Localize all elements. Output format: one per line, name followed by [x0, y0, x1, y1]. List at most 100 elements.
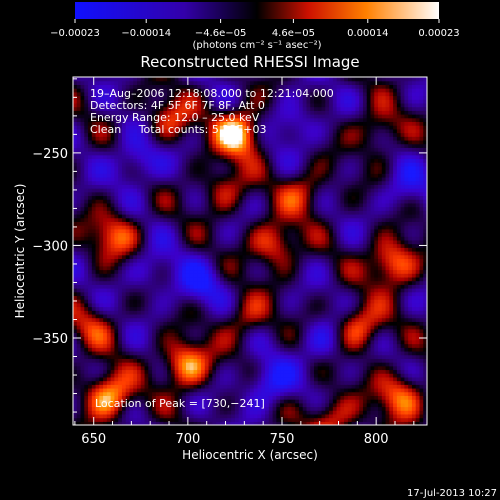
heatmap-cell	[201, 147, 206, 152]
heatmap-cell	[137, 202, 142, 208]
heatmap-cell	[227, 191, 232, 197]
heatmap-cell	[140, 165, 146, 171]
heatmap-cell	[140, 110, 146, 115]
heatmap-cell	[95, 362, 100, 367]
heatmap-cell	[95, 284, 100, 289]
heatmap-cell	[80, 162, 85, 167]
heatmap-cell	[216, 325, 221, 330]
heatmap-cell	[257, 243, 262, 248]
heatmap-cell	[114, 387, 119, 393]
heatmap-cell	[178, 328, 183, 334]
heatmap-cell	[265, 291, 270, 297]
heatmap-cell	[246, 310, 251, 315]
heatmap-cell	[88, 228, 93, 234]
heatmap-cell	[227, 77, 232, 82]
heatmap-cell	[216, 354, 221, 359]
heatmap-cell	[99, 154, 104, 160]
heatmap-cell	[265, 328, 270, 334]
heatmap-cell	[155, 402, 161, 408]
heatmap-cell	[148, 395, 153, 400]
heatmap-cell	[148, 325, 153, 330]
heatmap-cell	[140, 128, 146, 134]
heatmap-cell	[114, 239, 119, 245]
heatmap-cell	[114, 402, 119, 408]
heatmap-cell	[212, 251, 217, 256]
heatmap-cell	[114, 228, 119, 234]
heatmap-cell	[246, 321, 251, 326]
heatmap-cell	[238, 325, 244, 330]
heatmap-cell	[268, 225, 274, 230]
heatmap-cell	[73, 265, 78, 271]
heatmap-cell	[234, 143, 240, 148]
heatmap-cell	[84, 191, 89, 197]
heatmap-cell	[242, 380, 247, 385]
heatmap-cell	[170, 406, 176, 411]
heatmap-cell	[231, 291, 236, 297]
heatmap-cell	[193, 265, 198, 271]
heatmap-cell	[114, 262, 119, 267]
heatmap-cell	[163, 332, 168, 337]
heatmap-cell	[103, 276, 108, 282]
heatmap-cell	[178, 410, 183, 415]
heatmap-cell	[148, 339, 153, 345]
heatmap-cell	[227, 151, 232, 156]
heatmap-cell	[234, 365, 240, 371]
heatmap-cell	[231, 332, 236, 337]
heatmap-cell	[148, 77, 153, 82]
heatmap-cell	[208, 132, 213, 137]
heatmap-cell	[234, 306, 240, 311]
heatmap-cell	[159, 202, 164, 208]
heatmap-cell	[137, 421, 142, 425]
heatmap-cell	[95, 217, 100, 222]
heatmap-cell	[95, 191, 100, 197]
heatmap-cell	[159, 199, 164, 204]
heatmap-cell	[189, 117, 195, 123]
heatmap-cell	[159, 121, 164, 126]
heatmap-cell	[223, 380, 229, 385]
heatmap-cell	[167, 306, 172, 311]
heatmap-cell	[133, 110, 138, 115]
heatmap-cell	[227, 206, 232, 211]
heatmap-cell	[257, 362, 262, 367]
heatmap-cell	[193, 350, 198, 356]
heatmap-cell	[216, 302, 221, 308]
heatmap-cell	[253, 91, 259, 97]
heatmap-cell	[84, 117, 89, 123]
heatmap-cell	[238, 143, 244, 148]
heatmap-cell	[91, 106, 97, 111]
heatmap-cell	[257, 210, 262, 215]
heatmap-cell	[88, 210, 93, 215]
heatmap-cell	[91, 195, 97, 200]
heatmap-cell	[84, 347, 89, 352]
heatmap-cell	[193, 328, 198, 334]
heatmap-cell	[261, 347, 266, 352]
heatmap-cell	[216, 395, 221, 400]
heatmap-cell	[152, 95, 157, 100]
heatmap-cell	[84, 132, 89, 137]
heatmap-cell	[137, 339, 142, 345]
heatmap-cell	[76, 210, 82, 215]
heatmap-cell	[133, 128, 138, 134]
heatmap-cell	[133, 213, 138, 219]
heatmap-cell	[148, 313, 153, 319]
heatmap-cell	[125, 332, 131, 337]
heatmap-cell	[193, 106, 198, 111]
heatmap-cell	[231, 387, 236, 393]
heatmap-cell	[148, 402, 153, 408]
heatmap-cell	[182, 221, 187, 226]
heatmap-cell	[242, 232, 247, 237]
heatmap-cell	[170, 110, 176, 115]
heatmap-cell	[223, 176, 229, 182]
heatmap-cell	[155, 339, 161, 345]
heatmap-cell	[110, 369, 116, 374]
heatmap-cell	[91, 143, 97, 148]
heatmap-cell	[152, 406, 157, 411]
heatmap-cell	[88, 258, 93, 263]
heatmap-cell	[231, 110, 236, 115]
heatmap-cell	[144, 121, 149, 126]
heatmap-cell	[88, 276, 93, 282]
heatmap-cell	[231, 225, 236, 230]
heatmap-cell	[253, 273, 259, 278]
heatmap-cell	[137, 114, 142, 119]
heatmap-cell	[185, 376, 191, 382]
